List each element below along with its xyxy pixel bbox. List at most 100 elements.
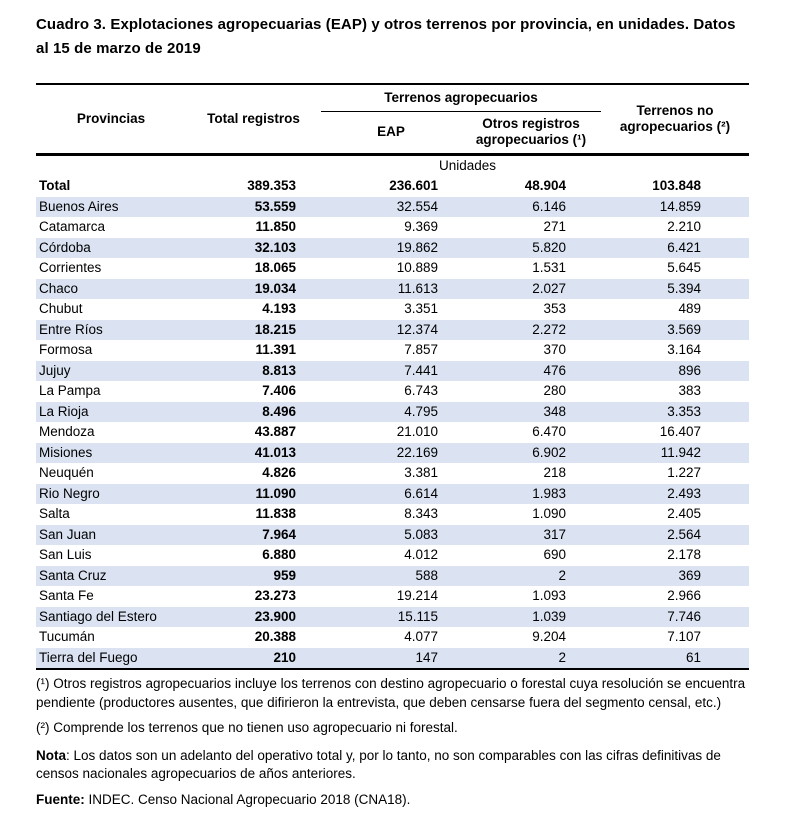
value-cell: 4.077	[404, 629, 438, 644]
value-cell: 2.405	[667, 506, 701, 521]
value-cell: 9.369	[404, 219, 438, 234]
table-row: La Rioja 8.496 4.795 348 3.353	[36, 401, 749, 422]
col-header-eap: EAP	[321, 111, 461, 156]
value-cell: 389.353	[247, 178, 296, 193]
value-cell: 10.889	[396, 260, 438, 275]
province-cell: Corrientes	[39, 260, 102, 275]
province-cell: La Pampa	[39, 383, 101, 398]
col-group-terrenos-agropecuarios: Terrenos agropecuarios	[321, 84, 601, 112]
value-cell: 5.394	[667, 280, 701, 296]
value-cell: 6.146	[532, 198, 566, 214]
table-row: Catamarca 11.850 9.369 271 2.210	[36, 217, 749, 238]
value-cell: 14.859	[659, 198, 701, 214]
nota-label: Nota	[36, 747, 66, 763]
value-cell: 4.012	[404, 547, 438, 562]
table-row: Neuquén 4.826 3.381 218 1.227	[36, 463, 749, 484]
value-cell: 7.746	[667, 608, 701, 624]
province-cell: Catamarca	[39, 219, 106, 234]
value-cell: 23.900	[254, 608, 296, 624]
value-cell: 5.645	[667, 260, 701, 275]
data-table: Provincias Total registros Terrenos agro…	[36, 83, 749, 670]
province-cell: Santiago del Estero	[39, 608, 157, 624]
footnotes-section: (¹) Otros registros agropecuarios incluy…	[36, 675, 752, 809]
nota-line: Nota: Los datos son un adelanto del oper…	[36, 747, 752, 784]
province-cell: Salta	[39, 506, 70, 521]
value-cell: 22.169	[396, 444, 438, 460]
value-cell: 18.215	[254, 321, 296, 337]
table-row: Corrientes 18.065 10.889 1.531 5.645	[36, 258, 749, 279]
units-label: Unidades	[438, 157, 497, 173]
value-cell: 5.083	[404, 526, 438, 542]
table-row: Santa Cruz 959 588 2 369	[36, 565, 749, 586]
table-row: Tierra del Fuego 210 147 2 61	[36, 647, 749, 670]
table-row: Misiones 41.013 22.169 6.902 11.942	[36, 442, 749, 463]
value-cell: 41.013	[254, 444, 296, 460]
value-cell: 959	[273, 567, 296, 583]
value-cell: 2.272	[532, 321, 566, 337]
value-cell: 2.966	[667, 588, 701, 603]
table-row: Salta 11.838 8.343 1.090 2.405	[36, 504, 749, 525]
value-cell: 2	[461, 647, 601, 670]
value-cell: 61	[601, 647, 749, 670]
value-cell: 19.862	[396, 239, 438, 255]
header-row-2: EAP Otros registros agropecuarios (¹)	[36, 111, 749, 156]
table-row: Tucumán 20.388 4.077 9.204 7.107	[36, 627, 749, 648]
value-cell: 1.983	[532, 485, 566, 501]
header-row-1: Provincias Total registros Terrenos agro…	[36, 84, 749, 156]
province-cell: Chaco	[39, 280, 79, 296]
value-cell: 147	[321, 647, 461, 670]
value-cell: 21.010	[396, 424, 438, 439]
value-cell: 12.374	[396, 321, 438, 337]
col-header-terrenos-no-agropecuarios: Terrenos no agropecuarios (²)	[601, 84, 749, 156]
table-row: Formosa 11.391 7.857 370 3.164	[36, 340, 749, 361]
value-cell: 1.227	[667, 465, 701, 480]
value-cell: 210	[186, 647, 321, 670]
table-row: Santa Fe 23.273 19.214 1.093 2.966	[36, 586, 749, 607]
value-cell: 370	[543, 342, 566, 357]
value-cell: 4.826	[262, 465, 296, 480]
province-cell: Total	[39, 178, 71, 193]
province-cell: Entre Ríos	[39, 321, 103, 337]
value-cell: 6.470	[532, 424, 566, 439]
value-cell: 896	[678, 362, 701, 378]
value-cell: 19.034	[254, 280, 296, 296]
table-header: Provincias Total registros Terrenos agro…	[36, 84, 749, 156]
table-title: Cuadro 3. Explotaciones agropecuarias (E…	[36, 16, 736, 57]
province-cell: Tucumán	[39, 629, 95, 644]
value-cell: 7.964	[262, 526, 296, 542]
value-cell: 15.115	[397, 608, 438, 624]
table-row: Santiago del Estero 23.900 15.115 1.039 7.74…	[36, 606, 749, 627]
value-cell: 3.351	[404, 301, 438, 316]
value-cell: 2.027	[532, 280, 566, 296]
units-empty-cell	[36, 154, 186, 176]
table-row: Jujuy 8.813 7.441 476 896	[36, 360, 749, 381]
value-cell: 1.531	[532, 260, 566, 275]
table-row: Buenos Aires 53.559 32.554 6.146 14.859	[36, 196, 749, 217]
value-cell: 690	[543, 547, 566, 562]
value-cell: 2.210	[667, 219, 701, 234]
value-cell: 19.214	[396, 588, 438, 603]
footnote-1: (¹) Otros registros agropecuarios incluy…	[36, 676, 746, 710]
value-cell: 11.613	[397, 280, 438, 296]
province-cell: Santa Cruz	[39, 567, 107, 583]
table-row: San Juan 7.964 5.083 317 2.564	[36, 524, 749, 545]
value-cell: 353	[543, 301, 566, 316]
value-cell: 3.569	[667, 321, 701, 337]
value-cell: 2	[558, 567, 566, 583]
col-header-total-registros: Total registros	[186, 84, 321, 156]
value-cell: 3.353	[667, 403, 701, 419]
value-cell: 8.343	[404, 506, 438, 521]
value-cell: 11.942	[660, 444, 701, 460]
col-header-provincias: Provincias	[36, 84, 186, 156]
value-cell: 23.273	[254, 588, 296, 603]
value-cell: 369	[678, 567, 701, 583]
value-cell: 2.178	[667, 547, 701, 562]
value-cell: 3.381	[404, 465, 438, 480]
value-cell: 8.813	[262, 362, 296, 378]
province-cell: San Luis	[39, 547, 92, 562]
fuente-text: INDEC. Censo Nacional Agropecuario 2018 …	[84, 791, 411, 807]
province-cell: Misiones	[39, 444, 93, 460]
value-cell: 6.743	[404, 383, 438, 398]
value-cell: 16.407	[659, 424, 701, 439]
province-cell: Neuquén	[39, 465, 94, 480]
